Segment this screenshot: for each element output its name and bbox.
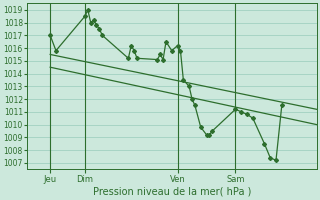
X-axis label: Pression niveau de la mer( hPa ): Pression niveau de la mer( hPa ): [92, 187, 251, 197]
